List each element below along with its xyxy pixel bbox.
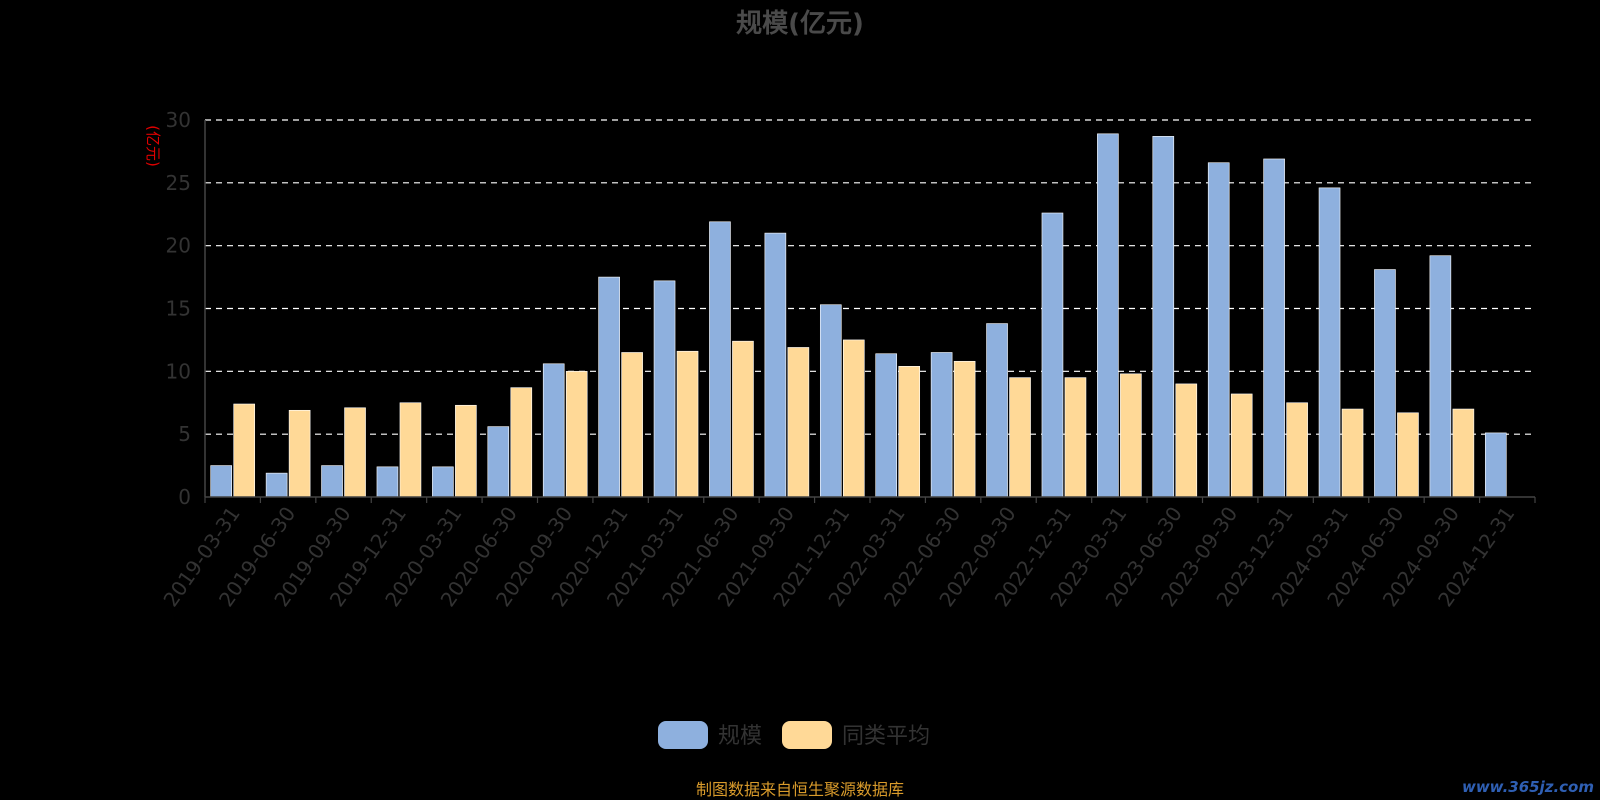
bar-peer-average bbox=[1286, 402, 1308, 498]
bar-peer-average bbox=[455, 404, 477, 498]
bar-peer-average bbox=[233, 403, 256, 498]
legend-label: 同类平均 bbox=[842, 724, 930, 749]
bar-scale bbox=[487, 426, 510, 498]
bar-peer-average bbox=[565, 371, 588, 498]
y-tick-label: 10 bbox=[166, 359, 191, 383]
bar-peer-average bbox=[842, 339, 865, 498]
bar-scale bbox=[819, 304, 842, 498]
bar-scale bbox=[875, 353, 898, 498]
bar-peer-average bbox=[1452, 408, 1475, 498]
bar-scale bbox=[986, 323, 1008, 498]
bar-scale bbox=[210, 465, 233, 498]
legend: 规模 同类平均 bbox=[658, 721, 930, 749]
bar-scale bbox=[653, 280, 676, 498]
bar-peer-average bbox=[1064, 377, 1087, 498]
bar-peer-average bbox=[676, 350, 699, 498]
bars-layer bbox=[210, 133, 1507, 498]
bar-peer-average bbox=[510, 387, 533, 498]
bar-peer-average bbox=[1230, 393, 1253, 498]
bar-peer-average bbox=[621, 352, 643, 498]
bar-scale bbox=[598, 276, 620, 498]
bar-peer-average bbox=[1009, 377, 1031, 498]
bar-peer-average bbox=[1120, 373, 1142, 498]
bar-scale bbox=[1484, 432, 1507, 498]
bar-peer-average bbox=[732, 340, 754, 498]
bar-peer-average bbox=[898, 366, 921, 498]
text-layer: 规模(亿元) (亿元) 制图数据来自恒生聚源数据库 bbox=[144, 9, 904, 799]
bar-scale bbox=[265, 472, 288, 498]
y-tick-label: 25 bbox=[166, 171, 191, 195]
y-tick-label: 5 bbox=[178, 422, 191, 446]
watermark: www.365jz.com bbox=[1461, 778, 1594, 796]
bar-peer-average bbox=[288, 409, 311, 498]
bar-scale bbox=[1374, 269, 1396, 498]
bar-peer-average bbox=[1397, 412, 1419, 498]
bar-peer-average bbox=[1175, 383, 1198, 498]
y-tick-label: 15 bbox=[166, 297, 191, 321]
bar-scale bbox=[930, 352, 953, 498]
chart-title: 规模(亿元) bbox=[736, 9, 864, 39]
bar-scale bbox=[1318, 187, 1341, 498]
bar-peer-average bbox=[1341, 408, 1364, 498]
y-axis-label: (亿元) bbox=[144, 125, 162, 167]
bar-peer-average bbox=[787, 347, 810, 498]
legend-swatch bbox=[782, 721, 832, 749]
y-tick-label: 20 bbox=[166, 234, 191, 258]
bar-scale bbox=[709, 221, 731, 498]
source-note: 制图数据来自恒生聚源数据库 bbox=[696, 780, 904, 799]
grid-layer bbox=[205, 119, 1535, 435]
bar-scale bbox=[432, 466, 454, 498]
bar-peer-average bbox=[953, 360, 976, 498]
y-tick-label: 0 bbox=[178, 485, 191, 509]
legend-swatch bbox=[658, 721, 708, 749]
bar-scale bbox=[321, 465, 343, 498]
bar-scale bbox=[1429, 255, 1452, 498]
y-tick-label: 30 bbox=[166, 108, 191, 132]
bar-scale bbox=[1041, 212, 1064, 498]
bar-scale bbox=[1097, 133, 1119, 498]
bar-peer-average bbox=[344, 407, 366, 498]
bar-scale bbox=[1263, 158, 1285, 498]
bar-scale bbox=[1207, 162, 1230, 498]
bar-scale bbox=[542, 363, 565, 498]
bar-scale bbox=[376, 466, 399, 498]
bar-scale bbox=[1152, 136, 1175, 498]
bar-peer-average bbox=[399, 402, 422, 498]
legend-label: 规模 bbox=[718, 724, 762, 749]
bar-scale bbox=[764, 232, 787, 498]
